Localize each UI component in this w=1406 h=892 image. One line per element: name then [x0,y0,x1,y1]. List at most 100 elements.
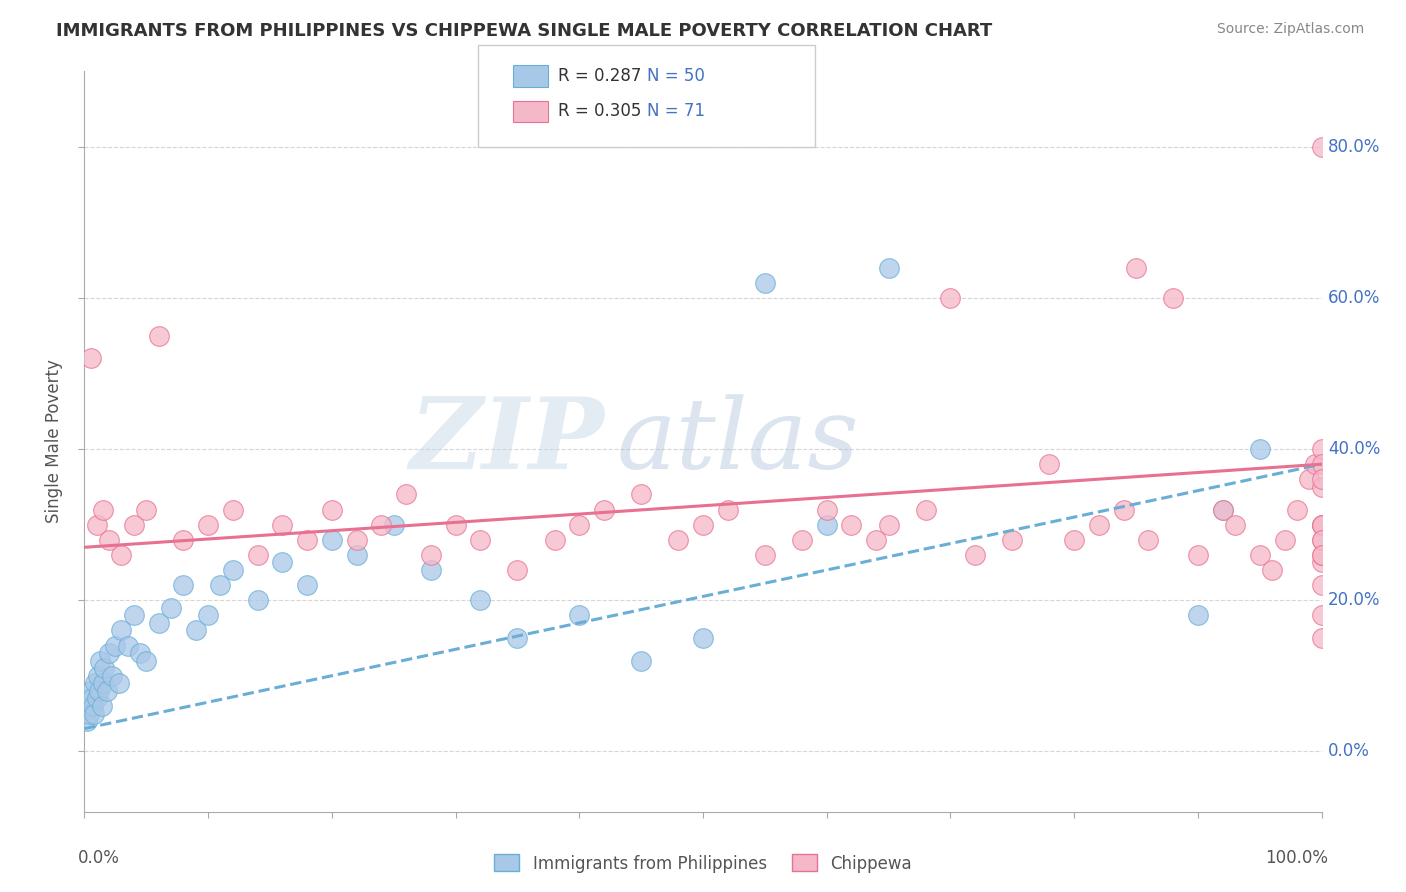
Point [222,563,245,577]
Point [754,276,776,290]
Point [877,517,900,532]
Point [87,669,110,683]
Point [506,631,529,645]
Text: 60.0%: 60.0% [1327,289,1381,307]
Text: 20.0%: 20.0% [1327,591,1381,609]
Point [1310,548,1333,562]
Point [172,533,194,547]
Point [815,502,838,516]
Point [419,563,441,577]
Point [197,608,219,623]
Point [939,291,962,305]
Point [1310,548,1333,562]
Text: 80.0%: 80.0% [1327,138,1381,156]
Point [80,691,103,706]
Point [395,487,418,501]
Point [717,502,740,516]
Point [1187,548,1209,562]
Text: 40.0%: 40.0% [1327,440,1381,458]
Point [321,533,343,547]
Point [382,517,405,532]
Point [91,676,114,690]
Point [184,624,207,638]
Point [506,563,529,577]
Point [98,533,121,547]
Point [1212,502,1234,516]
Point [543,533,565,547]
Point [692,631,714,645]
Point [83,706,105,721]
Point [1249,548,1271,562]
Point [419,548,441,562]
Point [110,624,132,638]
Point [93,661,115,675]
Point [593,502,616,516]
Point [98,646,121,660]
Point [77,698,100,713]
Point [1310,556,1333,570]
Point [89,683,111,698]
Point [209,578,232,592]
Point [1161,291,1184,305]
Text: Source: ZipAtlas.com: Source: ZipAtlas.com [1216,22,1364,37]
Point [135,654,157,668]
Point [1223,517,1246,532]
Point [1088,517,1111,532]
Point [104,639,127,653]
Text: IMMIGRANTS FROM PHILIPPINES VS CHIPPEWA SINGLE MALE POVERTY CORRELATION CHART: IMMIGRANTS FROM PHILIPPINES VS CHIPPEWA … [56,22,993,40]
Text: N = 50: N = 50 [647,67,704,85]
Point [370,517,392,532]
Text: atlas: atlas [616,394,859,489]
Point [1298,472,1320,486]
Point [444,517,467,532]
Point [91,502,114,516]
Point [666,533,689,547]
Point [630,654,652,668]
Point [346,548,368,562]
Point [246,548,269,562]
Point [129,646,152,660]
Point [1137,533,1160,547]
Point [1310,631,1333,645]
Point [1310,472,1333,486]
Point [79,706,101,721]
Point [1285,502,1308,516]
Point [122,517,145,532]
Point [914,502,936,516]
Point [76,714,98,728]
Point [1187,608,1209,623]
Text: R = 0.287: R = 0.287 [558,67,641,85]
Point [86,691,108,706]
Text: R = 0.305: R = 0.305 [558,103,641,120]
Point [877,260,900,275]
Point [568,517,591,532]
Point [1310,533,1333,547]
Point [815,517,838,532]
Point [197,517,219,532]
Point [1261,563,1284,577]
Point [692,517,714,532]
Point [110,548,132,562]
Point [122,608,145,623]
Point [1310,442,1333,456]
Point [79,683,101,698]
Point [89,654,111,668]
Text: 0.0%: 0.0% [1327,742,1369,760]
Point [117,639,139,653]
Point [470,533,492,547]
Point [1038,457,1060,471]
Point [90,698,112,713]
Point [1310,517,1333,532]
Point [1310,480,1333,494]
Point [246,593,269,607]
Text: 100.0%: 100.0% [1265,849,1327,867]
Point [1310,140,1333,154]
Legend: Immigrants from Philippines, Chippewa: Immigrants from Philippines, Chippewa [488,847,918,880]
Point [86,517,108,532]
Point [841,517,863,532]
Point [965,548,987,562]
Point [222,502,245,516]
Point [1274,533,1296,547]
Point [1112,502,1135,516]
Point [96,683,118,698]
